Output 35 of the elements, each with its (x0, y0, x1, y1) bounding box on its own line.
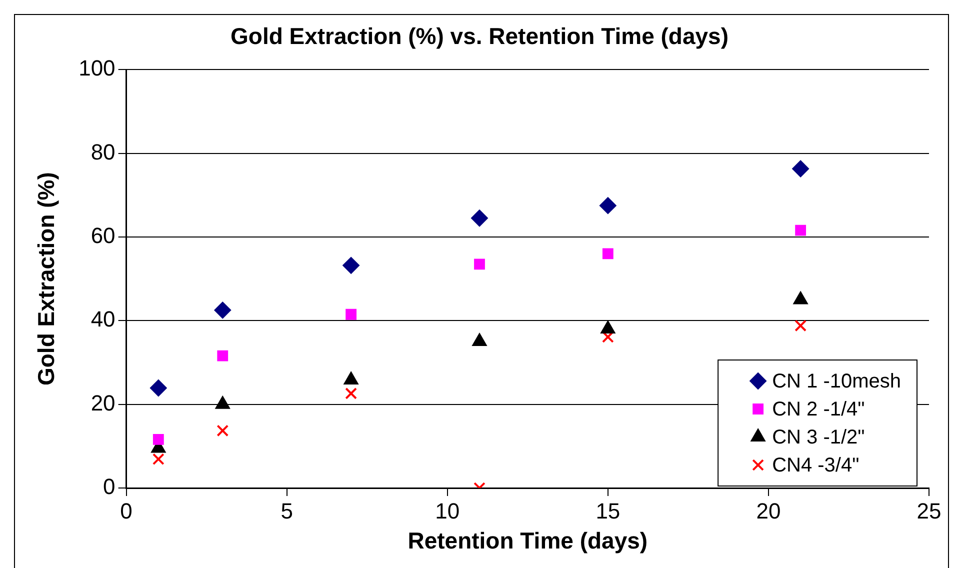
point (152, 434, 164, 445)
point (345, 387, 358, 400)
x-tick-label: 5 (280, 498, 293, 524)
y-tick-label: 0 (103, 474, 116, 500)
point (152, 453, 164, 466)
y-tick-label: 20 (90, 390, 116, 416)
point (214, 302, 232, 319)
point (795, 224, 806, 236)
x-tick-label: 0 (120, 498, 132, 524)
point (474, 258, 485, 270)
chart-title: Gold Extraction (%) vs. Retention Time (days) (230, 23, 728, 50)
x-tick-label: 15 (596, 498, 620, 524)
point (346, 308, 357, 320)
point (602, 248, 614, 260)
legend-label: CN 1 -10mesh (772, 370, 901, 393)
y-tick-label: 40 (90, 306, 116, 332)
legend-label: CN 3 -1/2" (772, 426, 865, 449)
x-tick-label: 10 (435, 498, 460, 524)
point (216, 424, 229, 437)
x-tick-label: 20 (756, 498, 781, 524)
y-axis-title: Gold Extraction (%) (33, 172, 60, 386)
legend-label: CN 2 -1/4" (772, 398, 865, 421)
point (599, 197, 616, 214)
point (342, 256, 360, 274)
legend-label: CN4 -3/4" (772, 454, 860, 477)
point (470, 210, 488, 227)
x-tick-label: 25 (916, 498, 942, 524)
point (150, 380, 167, 397)
point (217, 350, 228, 362)
y-tick-label: 60 (90, 223, 116, 248)
point (792, 160, 810, 178)
x-axis-title: Retention Time (days) (408, 528, 648, 554)
y-tick-label: 80 (90, 139, 116, 164)
point (794, 320, 807, 332)
y-tick-label: 100 (78, 56, 116, 81)
